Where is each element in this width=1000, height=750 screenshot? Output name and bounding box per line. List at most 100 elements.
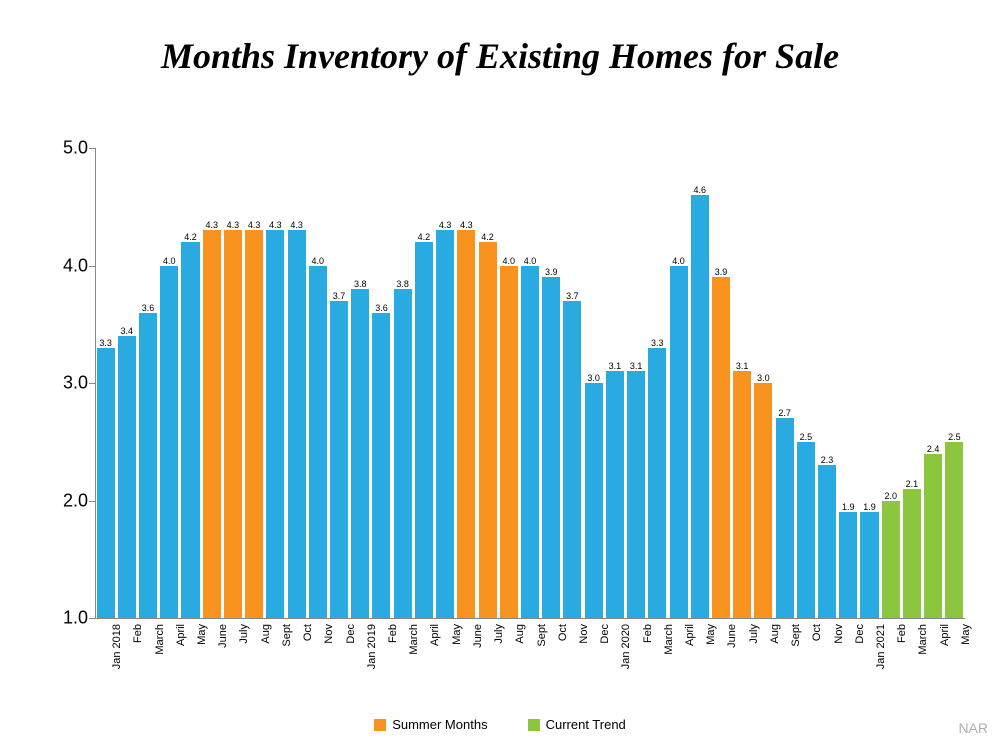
bar: 4.3 — [288, 230, 306, 618]
bar-value-label: 3.0 — [757, 373, 770, 383]
bar: 3.8 — [351, 289, 369, 618]
bar-value-label: 4.2 — [184, 232, 197, 242]
x-axis-label: March — [408, 624, 420, 655]
x-axis-label: June — [472, 624, 484, 648]
bar-value-label: 4.0 — [672, 256, 685, 266]
bar: 3.4 — [118, 336, 136, 618]
bar-value-label: 3.3 — [99, 338, 112, 348]
x-axis-label: Feb — [132, 624, 144, 643]
bar-value-label: 3.4 — [121, 326, 134, 336]
legend-label-summer: Summer Months — [392, 717, 487, 732]
x-axis-label: Dec — [599, 624, 611, 644]
bar: 3.9 — [542, 277, 560, 618]
bar: 2.3 — [818, 465, 836, 618]
x-axis-label: Aug — [769, 624, 781, 644]
bar-value-label: 3.1 — [609, 361, 622, 371]
x-axis-label: June — [726, 624, 738, 648]
bar: 4.6 — [691, 195, 709, 618]
x-axis-label: April — [175, 624, 187, 646]
x-axis-label: May — [960, 624, 972, 645]
x-axis-label: July — [238, 624, 250, 644]
legend: Summer Months Current Trend — [0, 717, 1000, 732]
bar-value-label: 3.6 — [375, 303, 388, 313]
bar: 3.1 — [627, 371, 645, 618]
x-axis-label: Sept — [790, 624, 802, 647]
bar-value-label: 2.3 — [821, 455, 834, 465]
x-axis-label: Sept — [536, 624, 548, 647]
bar-value-label: 4.0 — [524, 256, 537, 266]
x-axis-label: Jan 2021 — [875, 624, 887, 669]
x-axis-label: May — [451, 624, 463, 645]
x-axis-label: March — [154, 624, 166, 655]
x-axis-label: March — [663, 624, 675, 655]
bar-value-label: 3.1 — [736, 361, 749, 371]
legend-item-summer: Summer Months — [374, 717, 487, 732]
y-tick-mark — [89, 618, 95, 619]
bar: 4.2 — [415, 242, 433, 618]
x-axis-label: Sept — [281, 624, 293, 647]
x-axis-label: April — [939, 624, 951, 646]
bar-value-label: 4.3 — [205, 220, 218, 230]
legend-swatch-trend — [528, 719, 540, 731]
y-tick-label: 4.0 — [8, 255, 88, 276]
x-axis-label: April — [429, 624, 441, 646]
x-axis-label: Aug — [260, 624, 272, 644]
bar-value-label: 2.5 — [800, 432, 813, 442]
bar: 3.0 — [754, 383, 772, 618]
y-tick-label: 1.0 — [8, 608, 88, 629]
legend-label-trend: Current Trend — [546, 717, 626, 732]
bar: 4.0 — [500, 266, 518, 619]
bar: 3.7 — [563, 301, 581, 618]
bar-value-label: 4.0 — [163, 256, 176, 266]
bar-value-label: 2.1 — [906, 479, 919, 489]
bar: 4.0 — [160, 266, 178, 619]
bar-value-label: 4.0 — [312, 256, 325, 266]
legend-swatch-summer — [374, 719, 386, 731]
bar-value-label: 4.3 — [439, 220, 452, 230]
x-axis-label: Dec — [345, 624, 357, 644]
bar-value-label: 3.9 — [545, 267, 558, 277]
y-tick-label: 5.0 — [8, 138, 88, 159]
bar-value-label: 3.9 — [715, 267, 728, 277]
bar-value-label: 3.6 — [142, 303, 155, 313]
bar-value-label: 3.8 — [354, 279, 367, 289]
bar: 4.0 — [521, 266, 539, 619]
x-axis-label: July — [748, 624, 760, 644]
bar: 3.6 — [139, 313, 157, 619]
bar-value-label: 3.7 — [333, 291, 346, 301]
bar-value-label: 3.7 — [566, 291, 579, 301]
legend-item-trend: Current Trend — [528, 717, 626, 732]
bar: 4.0 — [670, 266, 688, 619]
x-axis-label: Feb — [642, 624, 654, 643]
y-tick-label: 3.0 — [8, 373, 88, 394]
bar: 4.3 — [224, 230, 242, 618]
x-axis-label: Aug — [514, 624, 526, 644]
x-axis-label: Feb — [896, 624, 908, 643]
bar-value-label: 4.3 — [290, 220, 303, 230]
bar: 3.7 — [330, 301, 348, 618]
bar: 4.3 — [245, 230, 263, 618]
bar: 3.6 — [372, 313, 390, 619]
x-axis-label: Jan 2018 — [111, 624, 123, 669]
bar: 4.3 — [266, 230, 284, 618]
bar: 4.0 — [309, 266, 327, 619]
bar-value-label: 4.6 — [693, 185, 706, 195]
x-axis-label: Nov — [323, 624, 335, 644]
bar: 1.9 — [860, 512, 878, 618]
x-axis-label: Jan 2019 — [366, 624, 378, 669]
bar: 2.4 — [924, 454, 942, 619]
y-tick-label: 2.0 — [8, 490, 88, 511]
x-axis-label: March — [917, 624, 929, 655]
x-axis-label: July — [493, 624, 505, 644]
bar: 2.7 — [776, 418, 794, 618]
bar: 1.9 — [839, 512, 857, 618]
bar-value-label: 2.5 — [948, 432, 961, 442]
x-axis-label: Oct — [557, 624, 569, 641]
bar: 2.0 — [882, 501, 900, 619]
x-axis-label: Nov — [578, 624, 590, 644]
bar: 3.1 — [606, 371, 624, 618]
x-axis-label: May — [705, 624, 717, 645]
bar-value-label: 4.2 — [481, 232, 494, 242]
x-axis-label: Dec — [854, 624, 866, 644]
attribution: NAR — [958, 720, 988, 736]
